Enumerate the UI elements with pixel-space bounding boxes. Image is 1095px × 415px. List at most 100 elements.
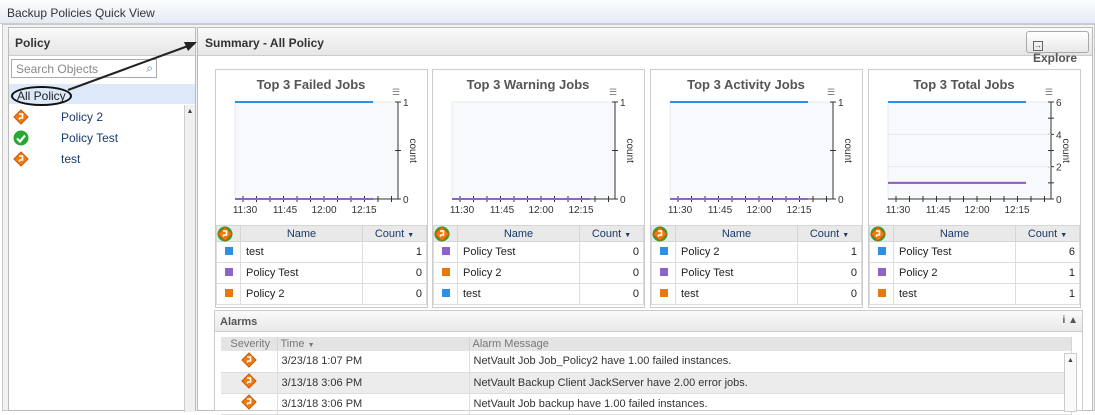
table-row[interactable]: Policy 2 0	[433, 225, 644, 284]
col-severity[interactable]: Severity	[221, 337, 278, 351]
all-policy-label: All Policy	[11, 86, 72, 106]
policy-item[interactable]: Policy 2	[9, 107, 184, 127]
y-tick-label: 1	[620, 98, 626, 109]
plot-area	[451, 101, 616, 200]
warning-severity-icon	[240, 351, 257, 371]
color-swatch	[659, 289, 668, 297]
series-count: 0	[579, 283, 644, 305]
x-tick-label: 12:15	[568, 205, 593, 216]
color-swatch	[224, 247, 233, 255]
explore-button[interactable]: →Explore	[1026, 31, 1089, 65]
table-row[interactable]: test 0	[651, 225, 862, 305]
plot-area	[887, 101, 1052, 200]
y-tick-label: 2	[1056, 163, 1062, 174]
series-name: test	[463, 288, 481, 300]
sort-desc-icon: ▼	[624, 231, 632, 239]
table-row[interactable]: test 0	[433, 225, 644, 305]
chart-menu-icon[interactable]: ☰	[827, 87, 836, 97]
table-row[interactable]: Policy Test 6	[869, 226, 1080, 263]
x-tick-label: 11:30	[668, 205, 693, 216]
series-name: test	[681, 288, 699, 300]
table-row[interactable]: Policy Test 0	[651, 226, 862, 284]
info-icon[interactable]: i	[1062, 315, 1066, 326]
chart-panel: Top 3 Total Jobs ☰ 0 2 4 6 11:30 11:45 12:00 12:1…	[868, 69, 1081, 308]
sort-desc-icon: ▼	[842, 231, 850, 239]
chart-menu-icon[interactable]: ☰	[609, 87, 618, 97]
series-name: Policy Test	[681, 267, 734, 279]
policy-item-label: Policy 2	[61, 110, 104, 124]
color-swatch	[659, 268, 668, 276]
series-name: Policy 2	[681, 246, 720, 258]
plot-area	[669, 101, 834, 200]
alarms-scrollbar[interactable]: ▲	[1064, 353, 1077, 412]
col-name[interactable]: Name	[675, 225, 798, 242]
table-row[interactable]: Policy Test 0	[216, 226, 427, 284]
table-row[interactable]: Policy 2 1	[651, 225, 862, 263]
y-tick-label: 1	[403, 98, 409, 109]
table-row[interactable]: test 1	[869, 225, 1080, 305]
x-tick-label: 11:45	[273, 205, 298, 216]
chart-menu-icon[interactable]: ☰	[392, 87, 401, 97]
col-count[interactable]: Count ▼	[362, 225, 427, 242]
search-icon[interactable]: ⌕	[146, 61, 153, 75]
sort-desc-icon: ▼	[307, 342, 315, 349]
search-placeholder: Search Objects	[16, 62, 99, 76]
x-tick-label: 11:30	[233, 205, 258, 216]
chart-menu-icon[interactable]: ☰	[1045, 87, 1054, 97]
summary-header: Summary - All Policy	[198, 28, 1092, 56]
alarm-row[interactable]: 3/13/18 3:06 PM NetVault Job backup have …	[221, 393, 1072, 415]
policy-list-scrollbar[interactable]: ▲	[184, 105, 195, 412]
series-count: 1	[797, 241, 862, 263]
x-tick-label: 12:15	[1004, 205, 1029, 216]
table-row[interactable]: Policy 2 0	[216, 225, 427, 305]
plot-area	[234, 101, 399, 200]
color-swatch	[224, 268, 233, 276]
alarm-row[interactable]: 3/13/18 3:06 PM NetVault Backup Client Ja…	[221, 372, 1072, 394]
table-row[interactable]: Policy Test 0	[433, 226, 644, 263]
table-row[interactable]: Policy 2 1	[869, 225, 1080, 284]
series-count: 1	[1015, 283, 1080, 305]
col-time[interactable]: Time ▼	[277, 337, 470, 351]
alarm-time: 3/13/18 3:06 PM	[277, 393, 470, 415]
col-message[interactable]: Alarm Message	[469, 337, 1072, 351]
collapse-icon[interactable]: ▲	[1068, 315, 1078, 326]
series-count: 1	[1015, 262, 1080, 284]
scroll-up-icon[interactable]: ▲	[186, 108, 194, 115]
color-swatch	[877, 289, 886, 297]
series-name: Policy Test	[463, 246, 516, 258]
col-count[interactable]: Count ▼	[1015, 225, 1080, 242]
alarm-row[interactable]: 3/23/18 1:07 PM NetVault Job Job_Policy2 …	[221, 351, 1072, 373]
alarms-table: Severity Time ▼ Alarm Message 3/23/18 1:…	[221, 337, 1072, 415]
x-tick-label: 12:00	[964, 205, 989, 216]
chart-title: Top 3 Total Jobs	[913, 77, 1015, 92]
sort-desc-icon: ▼	[407, 231, 415, 239]
col-count[interactable]: Count ▼	[579, 225, 644, 242]
y-axis-label: count	[842, 139, 853, 164]
search-input[interactable]: Search Objects ⌕	[11, 59, 157, 78]
color-swatch	[441, 247, 450, 255]
y-tick-label: 6	[1056, 98, 1062, 109]
x-tick-label: 11:45	[708, 205, 733, 216]
col-name[interactable]: Name	[240, 225, 363, 242]
alarm-time: 3/13/18 3:06 PM	[277, 372, 470, 394]
color-swatch	[441, 268, 450, 276]
col-name[interactable]: Name	[457, 225, 580, 242]
series-count: 0	[362, 262, 427, 284]
x-tick-label: 12:15	[351, 205, 376, 216]
chart-legend-table: Name Count ▼ Policy Test 0 Policy 2 0 test 0	[433, 225, 644, 305]
policy-item[interactable]: Policy Test	[9, 128, 184, 148]
tree-item-all-policy[interactable]: All Policy	[9, 84, 195, 106]
x-tick-label: 11:30	[450, 205, 475, 216]
table-row[interactable]: test 1	[216, 225, 427, 263]
policy-item[interactable]: test	[9, 149, 184, 169]
x-tick-label: 11:30	[886, 205, 911, 216]
x-tick-label: 12:00	[528, 205, 553, 216]
series-name: Policy 2	[899, 267, 938, 279]
x-tick-label: 11:45	[490, 205, 515, 216]
col-count[interactable]: Count ▼	[797, 225, 862, 242]
col-name[interactable]: Name	[893, 225, 1016, 242]
color-swatch	[877, 247, 886, 255]
y-tick-label: 0	[620, 195, 626, 206]
policy-item-label: test	[61, 152, 81, 166]
y-axis-label: count	[407, 139, 418, 164]
